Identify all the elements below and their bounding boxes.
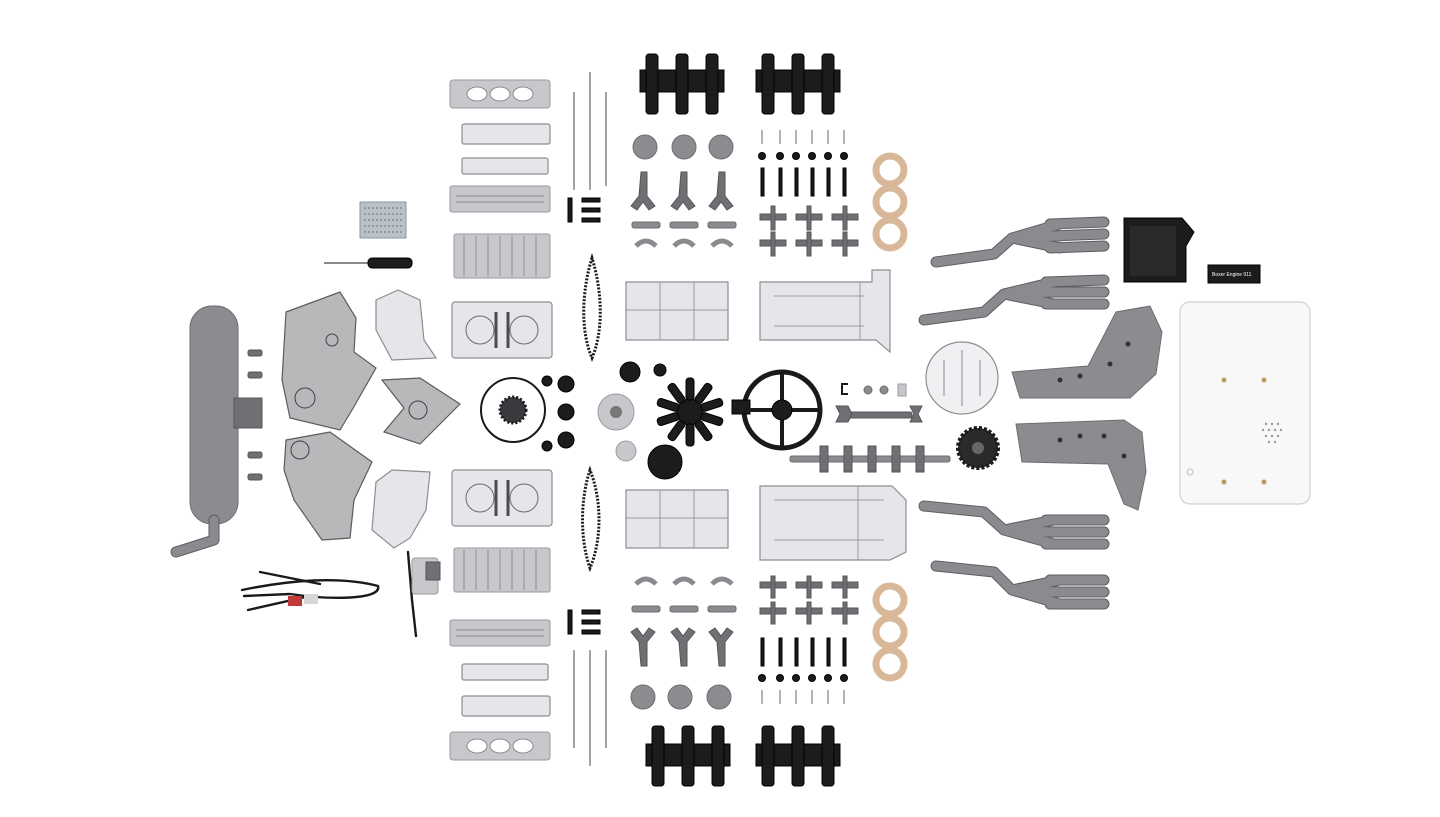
cooling-fan: [656, 377, 724, 447]
clear-engine-block-bottom: [759, 485, 907, 561]
crank-bits: [841, 383, 907, 397]
connecting-rods-top: [630, 171, 737, 248]
valves-top: [758, 130, 859, 257]
clear-engine-block-top: [759, 269, 891, 354]
pulley-cover: [380, 377, 461, 445]
clear-crankcase-bottom: [625, 489, 729, 549]
wiring-harness: [240, 570, 380, 612]
battery-box: [1123, 217, 1195, 283]
fan-pulley: [597, 361, 683, 480]
cooling-shroud-upper: [1011, 305, 1163, 399]
timing-cover-upper: [281, 291, 377, 431]
intake-manifold-top-right: [755, 53, 841, 115]
crankcase-half-bottom: [451, 469, 553, 527]
crankcase-half-top: [451, 301, 553, 359]
muffler: [170, 305, 263, 558]
intake-manifold-bottom-left: [645, 725, 731, 787]
screw-bag: [359, 201, 407, 239]
gasket-bottom: [872, 582, 908, 682]
exhaust-header-3: [918, 500, 1110, 550]
pistons-bottom: [630, 684, 732, 710]
gasket-top: [872, 152, 908, 252]
push-rods-bottom: [567, 609, 607, 766]
exhaust-header-2: [918, 274, 1110, 326]
small-gears: [541, 375, 575, 452]
cylinder-head-column-bottom: [449, 547, 551, 761]
cooling-shroud-lower: [1015, 419, 1147, 511]
screwdriver: [324, 257, 413, 269]
speaker-grille: [1261, 422, 1283, 444]
nameplate-text: Boxer Engine 911: [1212, 272, 1252, 278]
timing-cover-lower: [283, 431, 373, 541]
clear-bracket-upper: [375, 289, 438, 361]
pistons-top: [632, 134, 734, 160]
timing-belt-top: [582, 252, 602, 362]
clear-crankcase-top: [625, 281, 729, 341]
clear-disc: [925, 341, 999, 415]
intake-manifold-bottom-right: [755, 725, 841, 787]
wrench: [835, 405, 923, 423]
nameplate: Boxer Engine 911: [1207, 264, 1261, 284]
motor-switch: [406, 550, 441, 638]
push-rods-top: [567, 72, 607, 223]
clear-bracket-lower: [371, 469, 431, 549]
flywheel-ring: [480, 377, 546, 443]
cylinder-head-column-top: [449, 79, 551, 279]
crankshaft: [789, 445, 951, 473]
intake-manifold-top-left: [639, 53, 725, 115]
connecting-rods-bottom: [630, 576, 737, 667]
crank-gear: [956, 426, 1000, 470]
fan-housing: [731, 369, 823, 451]
timing-belt-bottom: [581, 465, 601, 573]
valves-bottom: [758, 575, 859, 704]
exhaust-header-4: [930, 560, 1110, 610]
display-base: [1179, 301, 1311, 505]
exhaust-header-1: [930, 216, 1110, 268]
